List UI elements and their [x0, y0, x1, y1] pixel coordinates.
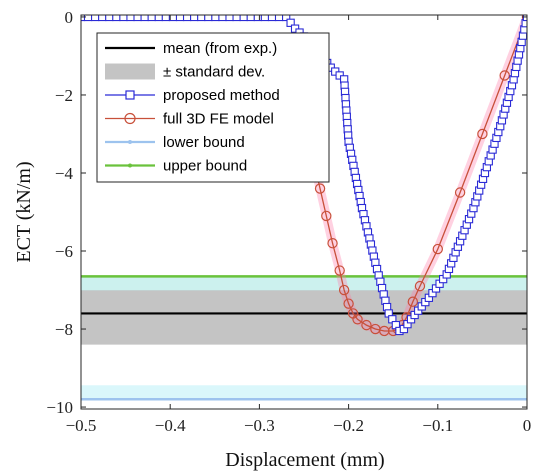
y-tick-label: −6	[55, 242, 73, 261]
proposed-method-point	[197, 15, 206, 22]
x-tick-label: −0.2	[333, 416, 364, 435]
proposed-method-point	[218, 15, 227, 22]
proposed-method-point	[267, 15, 277, 22]
legend-label: proposed method	[163, 87, 280, 104]
proposed-method-point	[260, 15, 270, 22]
proposed-method-point	[182, 15, 192, 22]
legend-label: ± standard dev.	[163, 64, 265, 81]
fe-model-point	[321, 210, 332, 222]
proposed-method-point	[147, 15, 156, 22]
legend-label: lower bound	[163, 134, 245, 151]
proposed-method-point	[225, 15, 234, 22]
proposed-method-point	[119, 15, 128, 22]
legend-box	[96, 32, 330, 183]
x-tick-label: −0.3	[244, 416, 275, 435]
legend-label: mean (from exp.)	[163, 40, 277, 57]
legend-marker	[128, 140, 132, 144]
y-tick-label: −4	[55, 164, 74, 183]
x-tick-label: −0.5	[66, 416, 97, 435]
x-tick-label: −0.4	[155, 416, 186, 435]
fe-model-point	[343, 298, 354, 309]
fe-model-point	[314, 183, 326, 194]
plot-area-border	[80, 14, 528, 410]
fe-model-point	[338, 284, 350, 296]
fe-model-point	[477, 128, 488, 140]
proposed-method-point	[105, 15, 114, 22]
legend-marker	[128, 163, 132, 168]
y-tick-label: −8	[55, 320, 73, 339]
proposed-method-point	[253, 15, 263, 22]
legend-swatch	[105, 63, 155, 80]
fe-model-point	[327, 238, 338, 249]
fe-model-point	[499, 70, 510, 81]
proposed-method-point	[98, 15, 107, 22]
proposed-method-point	[154, 15, 163, 22]
proposed-method-point	[140, 15, 149, 22]
proposed-method-point	[204, 15, 213, 22]
x-axis-label: Displacement (mm)	[225, 449, 384, 471]
y-tick-label: −10	[46, 398, 73, 417]
legend-label: full 3D FE model	[163, 111, 274, 128]
y-tick-label: −2	[55, 86, 73, 105]
proposed-method-point	[282, 15, 291, 22]
proposed-method-point	[232, 15, 241, 22]
proposed-method-point	[133, 15, 142, 22]
proposed-method-point	[190, 15, 199, 22]
y-axis-label: ECT (kN/m)	[13, 161, 35, 262]
fe-model-point	[414, 280, 426, 292]
x-tick-label: −0.1	[422, 416, 453, 435]
lower-bound-glow	[81, 385, 527, 400]
proposed-method-point	[274, 15, 284, 22]
fe-model-point	[352, 314, 363, 325]
fe-model-point	[432, 243, 443, 255]
fe-model-point	[361, 319, 372, 331]
legend-marker	[125, 90, 135, 100]
legend-marker	[124, 112, 136, 125]
proposed-method-point	[239, 15, 248, 22]
y-tick-label: 0	[65, 8, 74, 27]
proposed-method-point	[161, 15, 171, 22]
upper-bound-glow	[81, 276, 527, 291]
proposed-method-point	[286, 18, 295, 27]
proposed-method-point	[126, 15, 135, 22]
proposed-method-point	[211, 15, 220, 22]
x-tick-label: 0	[523, 416, 532, 435]
proposed-method-point	[246, 15, 255, 22]
fe-model-point	[454, 187, 466, 198]
fe-model-point	[407, 296, 419, 307]
proposed-method-point	[90, 15, 100, 22]
proposed-method-point	[175, 15, 185, 22]
fe-model-line	[312, 16, 527, 332]
proposed-method-point	[112, 15, 121, 22]
fe-model-point	[334, 265, 345, 276]
std-dev-band	[81, 290, 527, 345]
legend-label: upper bound	[163, 158, 247, 175]
